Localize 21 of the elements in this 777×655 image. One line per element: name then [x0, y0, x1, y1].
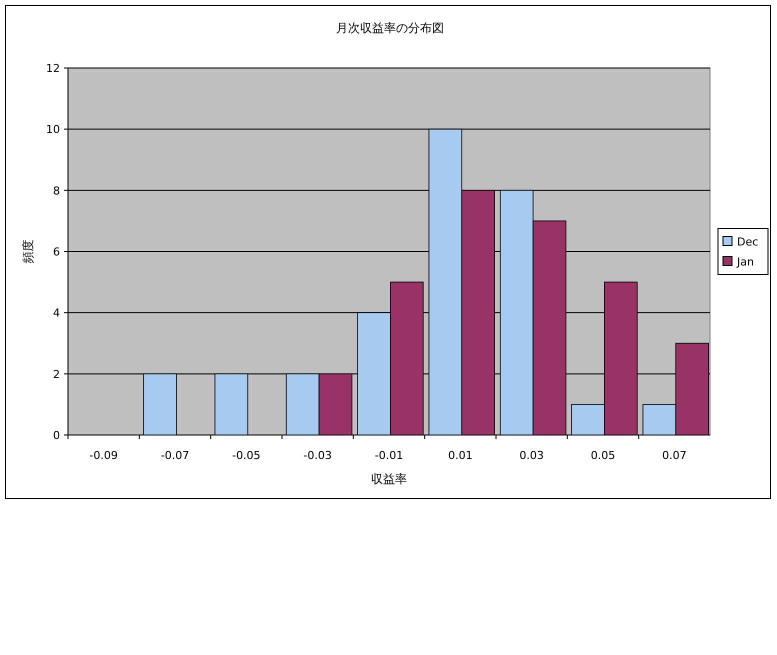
x-axis-title: 収益率 [371, 472, 407, 486]
y-tick-label: 4 [53, 306, 60, 320]
x-tick-label: -0.07 [160, 449, 190, 462]
legend-label: Jan [736, 256, 754, 268]
y-tick-label: 0 [53, 429, 60, 442]
x-tick-label: -0.09 [89, 449, 118, 462]
chart-title: 月次収益率の分布図 [336, 21, 444, 35]
x-tick-label: -0.05 [232, 449, 261, 462]
y-tick-label: 2 [53, 368, 60, 381]
y-tick-label: 8 [53, 184, 60, 198]
y-tick-label: 10 [46, 123, 60, 136]
x-tick-label: 0.01 [448, 449, 473, 462]
y-tick-label: 6 [53, 246, 60, 258]
x-tick-label: 0.05 [590, 449, 616, 462]
x-tick-label: -0.03 [303, 449, 332, 462]
legend-label: Dec [737, 236, 758, 248]
y-tick-label: 12 [46, 62, 60, 75]
x-tick-label: 0.07 [662, 449, 687, 462]
x-tick-label: -0.01 [374, 449, 404, 462]
y-axis-title: 頻度 [21, 240, 35, 264]
x-tick-label: 0.03 [519, 449, 544, 462]
